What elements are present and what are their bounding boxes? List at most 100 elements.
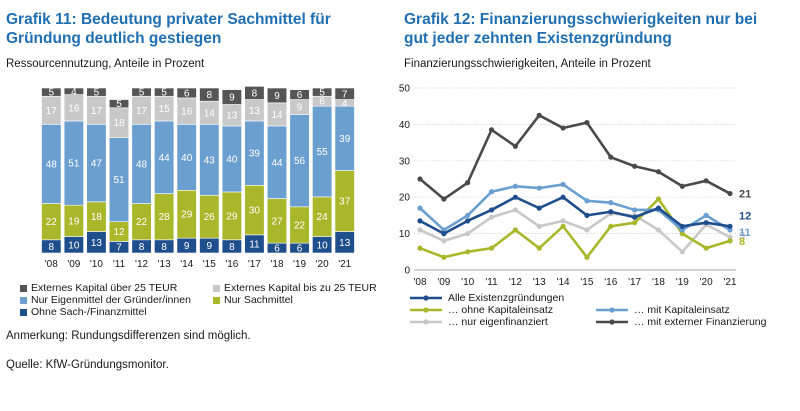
data-point [632,214,638,220]
legend-item: … mit Kapitaleinsatz [594,304,730,316]
data-point [655,227,662,233]
data-label: 5 [161,88,167,99]
data-point [512,194,518,200]
bar-segment [312,87,333,97]
bar-segment [244,86,265,100]
bar-segment [176,87,197,99]
y-tick-label: 10 [399,229,411,240]
data-label: 8 [161,242,167,253]
data-point [417,245,423,251]
chart-subtitle: Finanzierungsschwierigkeiten, Anteile in… [404,58,651,70]
data-point [608,209,614,215]
data-point [679,183,685,189]
legend-marker [609,307,615,313]
data-point [679,223,685,229]
data-label: 8 [139,242,145,253]
legend-marker [609,319,615,325]
data-label: 5 [319,88,325,99]
data-point [560,125,566,131]
data-label: 8 [229,242,235,253]
data-point [703,212,709,218]
data-label: 10 [68,240,80,251]
data-label: 48 [136,159,148,170]
data-label: 51 [113,175,125,186]
data-point [679,231,685,237]
bar-segment [221,89,242,105]
end-value-label: 21 [739,189,751,201]
data-label: 22 [46,217,58,228]
data-label: 14 [271,110,283,121]
data-label: 19 [68,216,80,227]
data-point [655,169,662,175]
data-point [465,212,471,218]
data-label: 11 [249,239,260,250]
x-tick-label: '15 [580,277,593,288]
data-point [417,218,423,224]
data-label: 47 [91,159,103,170]
legend-item: Ohne Sach-/Finanzmittel [20,306,147,318]
data-label: 5 [49,88,55,99]
data-label: 7 [342,89,348,100]
legend-item: … nur eigenfinanziert [408,316,548,328]
bar-segment [131,87,152,97]
data-point [512,183,518,189]
legend-marker [423,319,429,325]
series-line [419,195,731,235]
data-point [441,238,447,244]
data-point [536,223,542,229]
data-label: 10 [317,240,329,251]
data-point [655,196,662,202]
chart-title: Grafik 12: Finanzierungsschwierigkeiten … [404,11,758,47]
y-tick-label: 30 [399,156,411,167]
data-point [632,207,638,213]
data-label: 17 [136,106,148,117]
data-point [727,190,733,197]
data-label: 16 [68,103,80,114]
data-label: 5 [139,88,145,99]
data-label: 8 [49,242,55,253]
data-label: 22 [294,220,306,231]
data-label: 26 [204,212,216,223]
legend-item: Nur Eigenmittel der Gründer/innen [20,294,191,306]
data-label: 9 [207,241,213,252]
end-value-label: 12 [739,210,751,222]
y-tick-label: 0 [404,266,410,277]
data-label: 18 [113,118,125,129]
data-point [465,249,471,255]
stacked-bar-chart: 82248175'08101951164'09131847175'1071251… [41,86,355,270]
data-label: 56 [294,156,306,167]
x-tick-label: '19 [676,277,689,288]
data-point [512,143,518,149]
data-label: 17 [91,106,103,117]
data-label: 48 [46,159,58,170]
bar-segment [334,87,355,100]
x-tick-label: '11 [113,259,126,270]
data-label: 37 [339,197,351,208]
data-label: 44 [159,153,171,164]
data-point [727,227,733,233]
x-tick-label: '13 [158,259,171,270]
data-label: 6 [297,90,303,101]
data-point [441,231,447,237]
bar-segment [41,87,62,97]
end-value-label: 9 [739,230,745,242]
x-tick-label: '08 [413,277,426,288]
data-label: 8 [252,88,258,99]
data-point [512,227,518,233]
x-tick-label: '10 [90,259,103,270]
data-point [727,234,733,240]
data-point [679,249,685,255]
data-label: 13 [226,111,238,122]
data-label: 16 [181,107,193,118]
x-tick-label: '18 [270,259,283,270]
data-point [488,245,495,251]
data-point [727,223,733,229]
y-tick-label: 40 [399,120,411,131]
x-tick-label: '10 [461,277,474,288]
data-point [536,205,542,211]
legend-item: … ohne Kapitaleinsatz [408,304,553,316]
data-label: 27 [271,216,283,227]
data-point [560,218,566,224]
x-tick-label: '19 [293,259,306,270]
x-tick-label: '13 [533,277,546,288]
